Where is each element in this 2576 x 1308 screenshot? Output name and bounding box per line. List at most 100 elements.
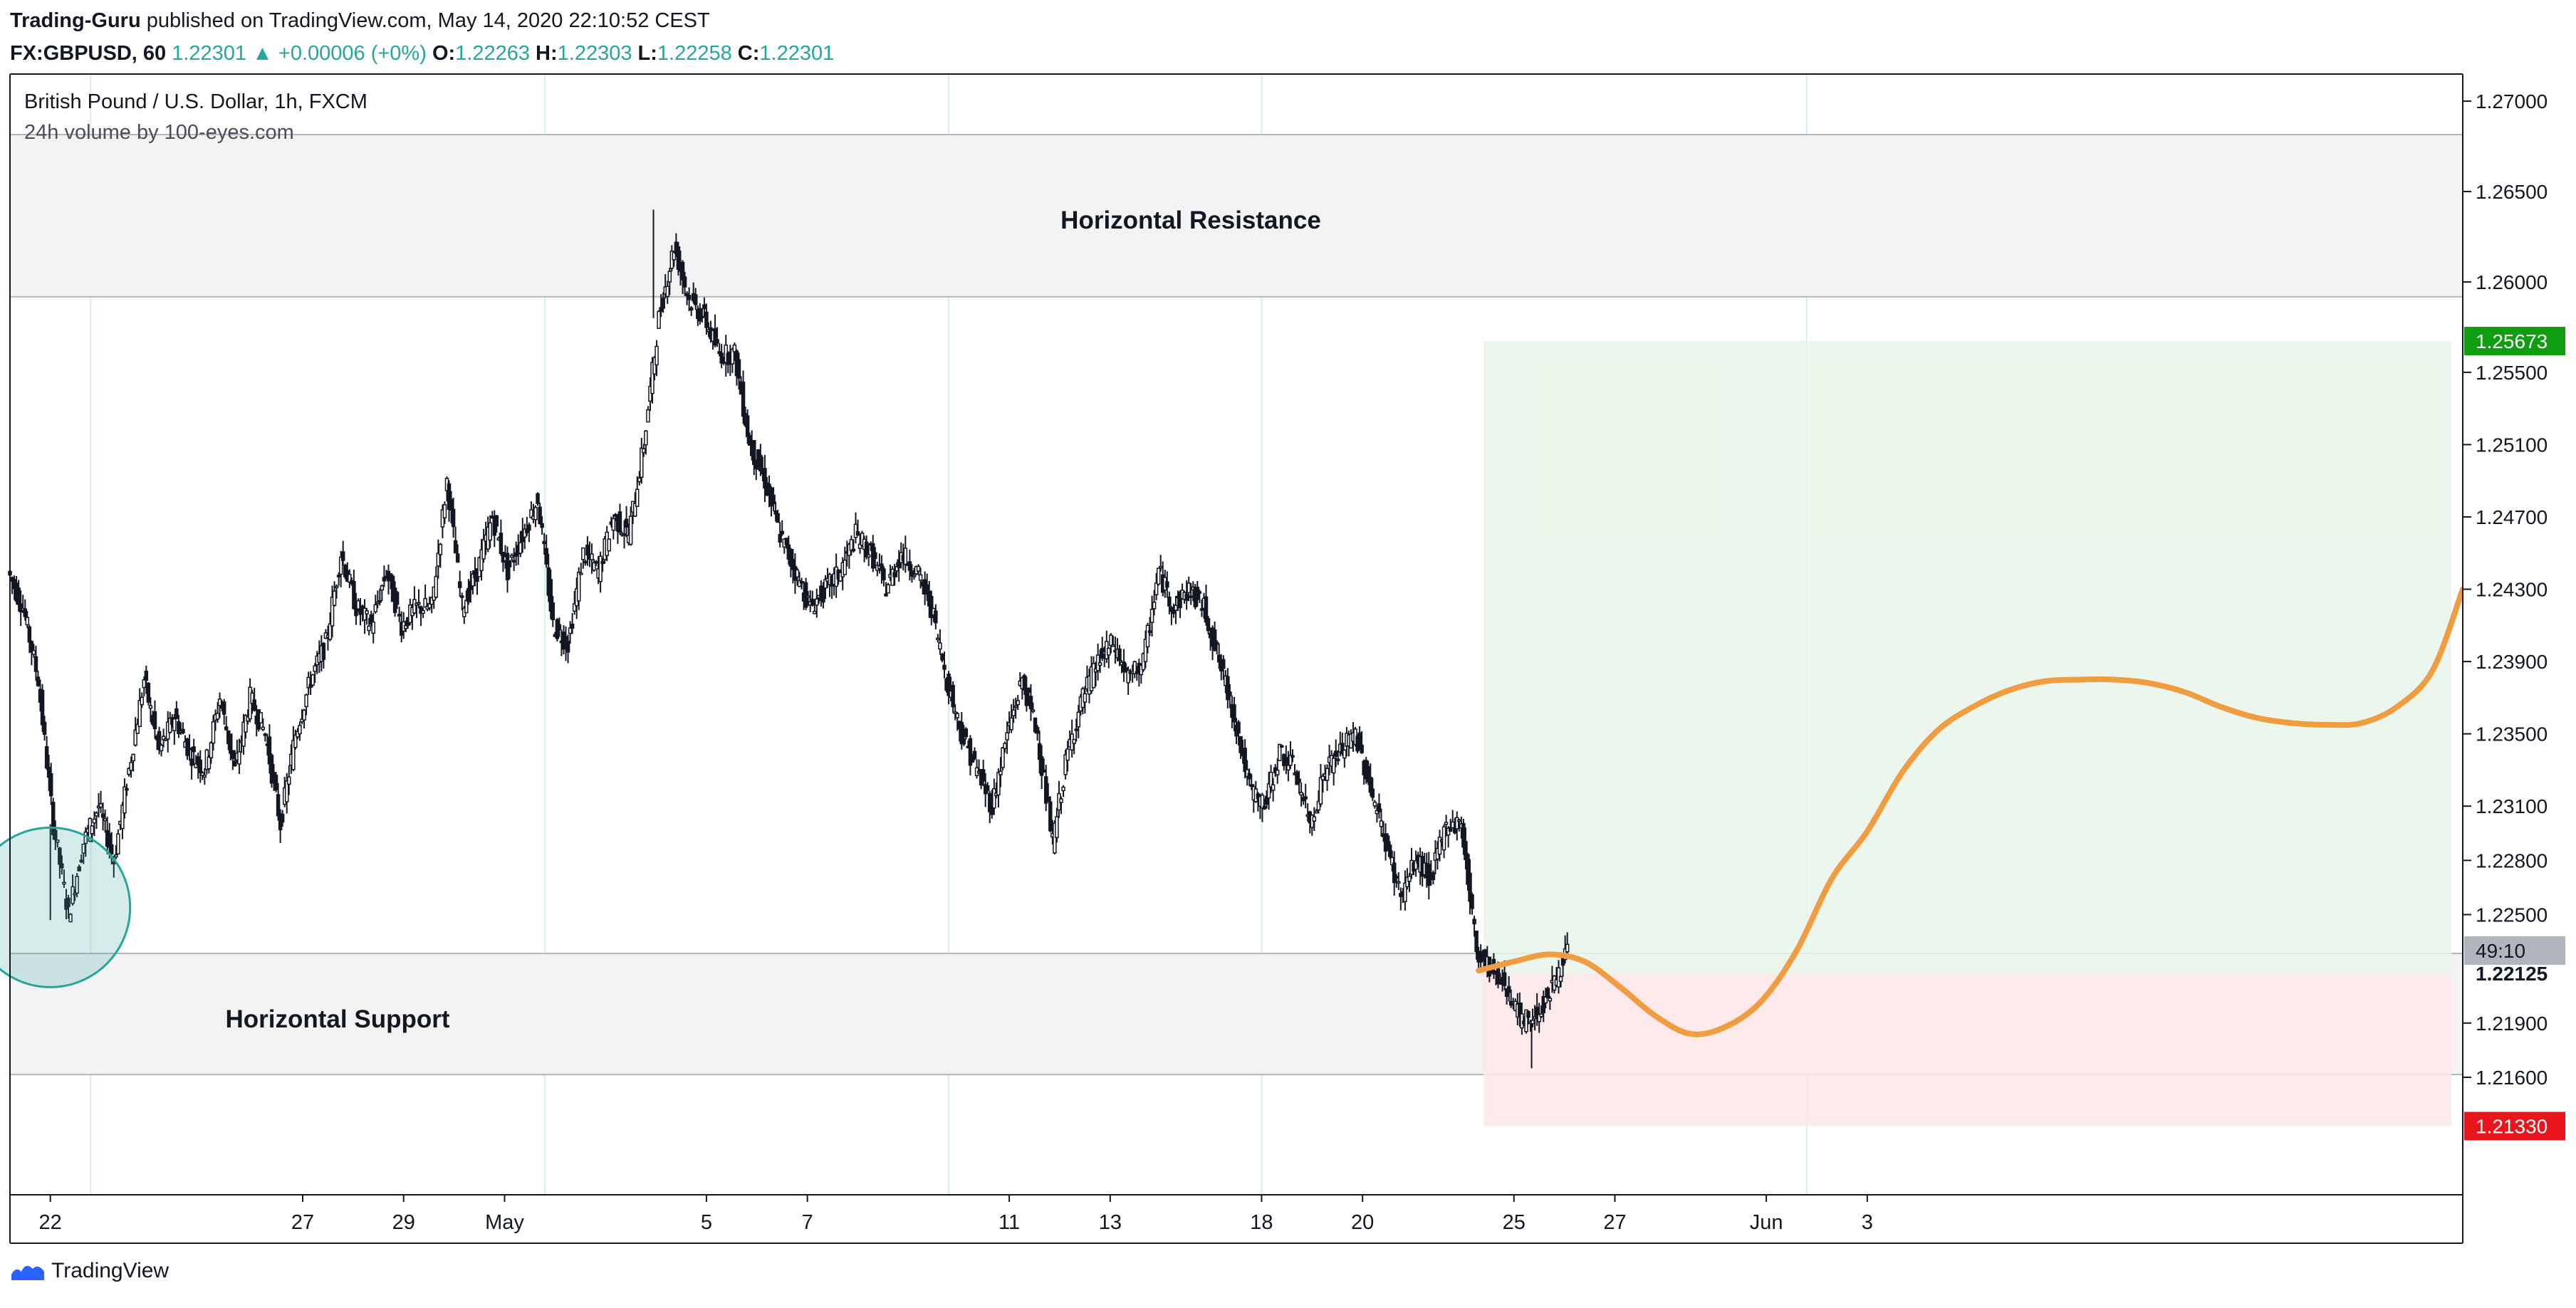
- candle-body: [719, 352, 724, 364]
- legend-indicator[interactable]: 24h volume by 100-eyes.com: [24, 121, 294, 144]
- price-tick-label: 1.23100: [2476, 795, 2548, 817]
- brand-label: TradingView: [51, 1259, 170, 1282]
- candle: [650, 357, 655, 404]
- symbol-label[interactable]: FX:GBPUSD, 60: [10, 42, 167, 65]
- candle: [1325, 764, 1330, 791]
- candle-body: [492, 518, 497, 536]
- candle: [1239, 736, 1243, 759]
- candle-body: [1059, 798, 1063, 803]
- candle: [1299, 783, 1303, 807]
- candle-body: [1184, 593, 1189, 601]
- candle-body: [250, 692, 254, 704]
- candle-body: [1397, 881, 1401, 884]
- author-name[interactable]: Trading-Guru: [10, 9, 141, 32]
- candle: [509, 553, 514, 561]
- candle: [1518, 993, 1522, 1027]
- candle: [1450, 810, 1455, 829]
- candle-body: [152, 711, 157, 730]
- candle: [373, 595, 378, 614]
- candle-body: [211, 721, 216, 744]
- candle-body: [207, 756, 212, 770]
- candle-body: [1031, 709, 1036, 712]
- forecast-line: [1476, 586, 2466, 1037]
- candle: [209, 741, 214, 764]
- candle-body: [457, 581, 462, 588]
- candle-body: [1214, 642, 1219, 645]
- candle: [1275, 758, 1280, 784]
- entry-price-label: 1.22125: [2476, 963, 2548, 985]
- candle-body: [797, 580, 802, 587]
- candle: [185, 738, 189, 760]
- chart-overlays: [0, 826, 132, 988]
- candle: [1035, 725, 1040, 741]
- candle: [340, 540, 345, 566]
- candle: [334, 584, 339, 599]
- candle-body: [338, 556, 343, 575]
- candle-body: [1206, 618, 1211, 632]
- candle: [955, 711, 959, 731]
- candle-body: [56, 839, 60, 843]
- candle-body: [447, 483, 452, 511]
- candle: [494, 515, 499, 533]
- candle-body: [1048, 801, 1053, 832]
- candle-body: [1271, 784, 1276, 791]
- candle-body: [116, 833, 120, 855]
- candle: [1111, 635, 1115, 647]
- candle-body: [572, 603, 577, 612]
- candle-body: [855, 531, 860, 535]
- candle-body: [704, 311, 709, 328]
- candle-body: [624, 518, 629, 528]
- price-tick-label: 1.23900: [2476, 651, 2548, 673]
- candle: [44, 736, 49, 770]
- tradingview-logo-icon: [11, 1265, 44, 1280]
- candle: [1535, 993, 1539, 1026]
- candle-body: [557, 624, 562, 630]
- price-tick-label: 1.24700: [2476, 506, 2548, 528]
- candle: [1277, 743, 1282, 761]
- candle: [1468, 859, 1472, 915]
- candle: [215, 702, 220, 723]
- candle-body: [375, 601, 380, 605]
- candle-body: [1464, 841, 1468, 860]
- candle-body: [655, 345, 659, 366]
- tradingview-brand[interactable]: TradingView: [10, 1259, 169, 1283]
- candle: [455, 544, 460, 563]
- candle-body: [866, 554, 871, 558]
- candle: [447, 480, 452, 522]
- candle-body: [1005, 732, 1009, 741]
- candle: [557, 617, 562, 637]
- candle-body: [73, 892, 77, 896]
- candle-body: [94, 812, 99, 817]
- support-label: Horizontal Support: [226, 1005, 450, 1033]
- candle: [36, 670, 41, 687]
- legend-title[interactable]: British Pound / U.S. Dollar, 1h, FXCM: [24, 90, 367, 113]
- candle-body: [302, 709, 306, 721]
- candle: [122, 778, 127, 819]
- candle-body: [451, 508, 456, 528]
- candle-body: [912, 575, 917, 577]
- candle-body: [1264, 795, 1269, 805]
- candle-body: [540, 523, 544, 528]
- candle: [1284, 745, 1288, 775]
- candle-body: [1405, 877, 1409, 888]
- candle-body: [330, 597, 335, 627]
- candlestick-series: [8, 209, 1570, 1069]
- candle-body: [529, 509, 533, 518]
- candle-body: [490, 516, 495, 518]
- candle: [404, 620, 408, 632]
- candle: [964, 727, 969, 740]
- time-tick-label: 27: [1603, 1211, 1626, 1234]
- candle-body: [657, 310, 661, 329]
- candle-body: [1548, 998, 1553, 1002]
- candle: [259, 712, 264, 723]
- candle: [1001, 746, 1005, 771]
- price-tick-label: 1.26000: [2476, 271, 2548, 293]
- candle-body: [1074, 728, 1079, 731]
- candle: [655, 340, 659, 377]
- candle: [194, 755, 198, 769]
- candle: [114, 844, 118, 859]
- candle: [174, 701, 179, 720]
- candle: [16, 580, 21, 612]
- candle: [490, 511, 495, 519]
